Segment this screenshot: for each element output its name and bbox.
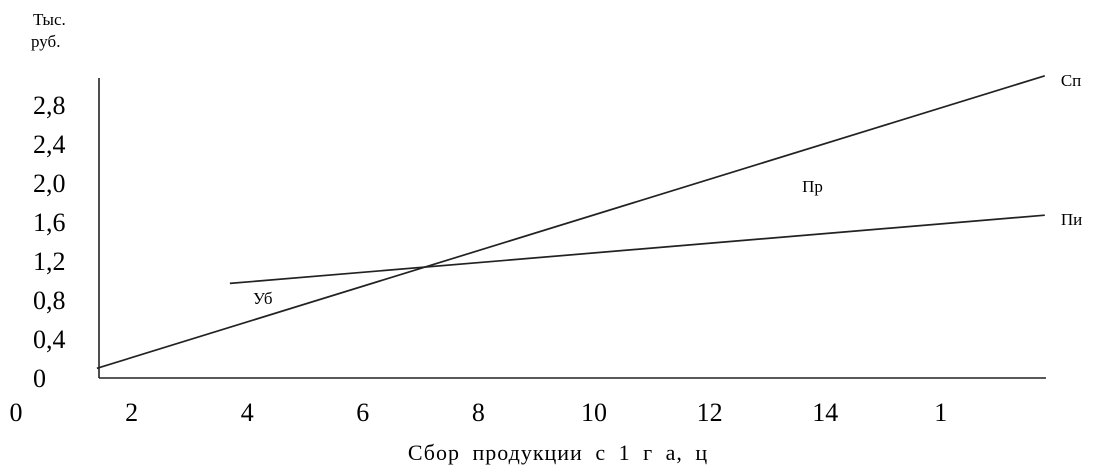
series-label: Пи <box>1061 210 1082 229</box>
y-tick-label: 2,0 <box>33 169 66 198</box>
y-axis-title-line-1: Тыс. <box>33 10 66 29</box>
y-tick-label: 1,2 <box>33 247 66 276</box>
x-tick-label: 1 <box>934 398 947 427</box>
y-tick-label: 0 <box>33 364 46 393</box>
x-tick-label: 2 <box>125 398 138 427</box>
x-tick-label: 8 <box>472 398 485 427</box>
x-tick-label: 6 <box>356 398 369 427</box>
region-label: Пр <box>802 177 823 196</box>
series-lines <box>96 74 1046 370</box>
series-labels: Сп Пи <box>1061 71 1082 229</box>
y-tick-label: 1,6 <box>33 208 66 237</box>
series-line <box>229 214 1045 285</box>
x-tick-labels: 0 2 4 6 8 10 12 14 1 <box>10 398 948 427</box>
y-tick-label: 2,4 <box>33 130 66 159</box>
series-line <box>96 74 1046 370</box>
x-tick-label: 12 <box>697 398 723 427</box>
region-annotations: Уб Пр <box>253 177 823 308</box>
y-tick-label: 0,4 <box>33 325 66 354</box>
x-axis-title: Сбор продукции с 1 г а, ц <box>408 440 708 465</box>
x-tick-label: 4 <box>241 398 254 427</box>
series-label: Сп <box>1061 71 1081 90</box>
y-tick-label: 2,8 <box>33 91 66 120</box>
y-axis-title: Тыс. руб. <box>31 10 66 51</box>
x-tick-label: 14 <box>812 398 838 427</box>
x-tick-label: 0 <box>10 398 23 427</box>
x-tick-label: 10 <box>581 398 607 427</box>
y-tick-labels: 0 0,4 0,8 1,2 1,6 2,0 2,4 2,8 <box>33 91 66 393</box>
y-axis-title-line-2: руб. <box>31 32 60 51</box>
y-tick-label: 0,8 <box>33 286 66 315</box>
region-label: Уб <box>253 289 273 308</box>
